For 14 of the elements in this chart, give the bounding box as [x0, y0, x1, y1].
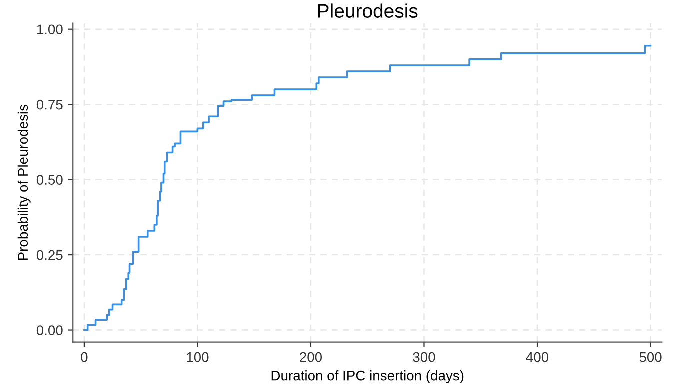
y-tick-label: 0.25 [36, 250, 63, 260]
y-tick-label: 0.75 [36, 100, 63, 110]
x-tick-label: 400 [526, 352, 549, 362]
y-axis-title: Probability of Pleurodesis [18, 104, 31, 260]
x-tick-label: 300 [413, 352, 436, 362]
y-tick-label: 0.00 [36, 326, 63, 336]
x-tick-label: 200 [300, 352, 322, 362]
x-tick-label: 500 [640, 352, 662, 362]
x-tick-label: 0 [81, 352, 88, 362]
y-tick-label: 1.00 [37, 24, 63, 35]
y-tick-label: 0.50 [36, 175, 63, 185]
x-tick-label: 100 [187, 352, 209, 362]
chart-title: Pleurodesis [318, 4, 418, 18]
x-axis-title: Duration of IPC insertion (days) [272, 370, 464, 384]
